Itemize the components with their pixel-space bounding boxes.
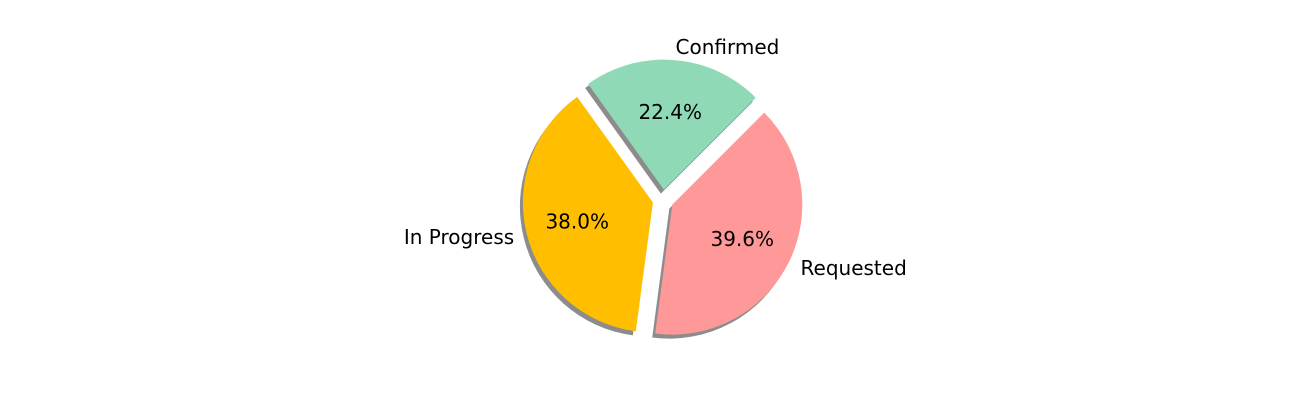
pie-slice-in-progress	[522, 96, 653, 332]
pct-label-in-progress: 38.0%	[545, 209, 609, 233]
pie-slice-requested	[655, 112, 803, 335]
pct-label-confirmed: 22.4%	[638, 100, 702, 124]
slice-label-confirmed: Confirmed	[676, 35, 780, 59]
slice-label-in-progress: In Progress	[404, 225, 514, 249]
pie-slice-confirmed	[588, 59, 756, 190]
label-layer: 22.4% Confirmed 38.0% In Progress 39.6% Reque…	[404, 35, 907, 280]
slice-label-requested: Requested	[801, 256, 907, 280]
pct-label-requested: 39.6%	[710, 227, 774, 251]
slice-layer	[522, 59, 803, 335]
